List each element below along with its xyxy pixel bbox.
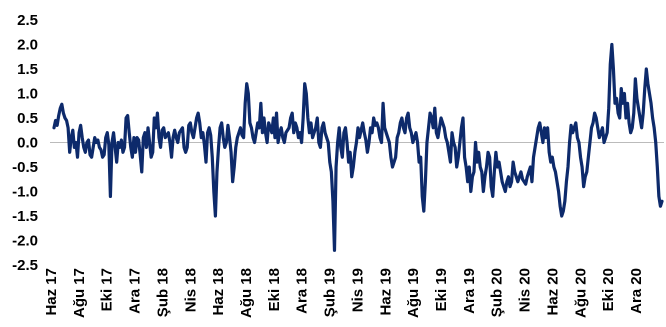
y-tick-label: 2.5 [17, 12, 38, 29]
x-tick-label: Nis 19 [349, 268, 366, 312]
x-tick-label: Ara 17 [127, 268, 144, 314]
x-tick-label: Nis 20 [517, 268, 534, 312]
y-tick-label: -0.5 [12, 159, 38, 176]
x-tick-label: Şub 18 [154, 268, 171, 317]
x-tick-label: Nis 18 [182, 268, 199, 312]
series-layer [52, 42, 664, 252]
y-tick-label: 0.5 [17, 110, 38, 127]
x-tick-label: Ağu 19 [405, 268, 422, 318]
y-tick-label: -2.0 [12, 233, 38, 250]
x-tick-label: Haz 17 [43, 268, 60, 316]
y-tick-label: 1.0 [17, 86, 38, 103]
x-tick-label: Ağu 17 [71, 268, 88, 318]
x-tick-label: Eki 17 [99, 268, 116, 311]
x-tick-label: Eki 20 [600, 268, 617, 311]
y-tick-label: -2.5 [12, 257, 38, 274]
y-tick-label: 2.0 [17, 37, 38, 54]
x-tick-label: Haz 19 [377, 268, 394, 316]
y-tick-label: 0.0 [17, 135, 38, 152]
y-tick-label: -1.0 [12, 184, 38, 201]
x-axis: Haz 17 Ağu 17 Eki 17 Ara 17 Şub 18 Nis 18 Haz … [43, 268, 645, 318]
x-tick-label: Ağu 20 [572, 268, 589, 318]
x-tick-label: Eki 19 [433, 268, 450, 311]
x-tick-label: Ara 18 [294, 268, 311, 314]
x-tick-label: Haz 20 [544, 268, 561, 316]
y-axis: 2.5 2.0 1.5 1.0 0.5 0.0 -0.5 -1.0 -1.5 -2.0 -2.5 [12, 12, 38, 274]
y-tick-label: -1.5 [12, 208, 38, 225]
x-tick-label: Şub 20 [489, 268, 506, 317]
x-tick-label: Ağu 18 [238, 268, 255, 318]
x-tick-label: Ara 20 [628, 268, 645, 314]
x-tick-label: Şub 19 [322, 268, 339, 317]
series-line [52, 42, 664, 252]
y-tick-label: 1.5 [17, 61, 38, 78]
x-tick-label: Eki 18 [266, 268, 283, 311]
x-tick-label: Haz 18 [210, 268, 227, 316]
x-tick-label: Ara 19 [461, 268, 478, 314]
